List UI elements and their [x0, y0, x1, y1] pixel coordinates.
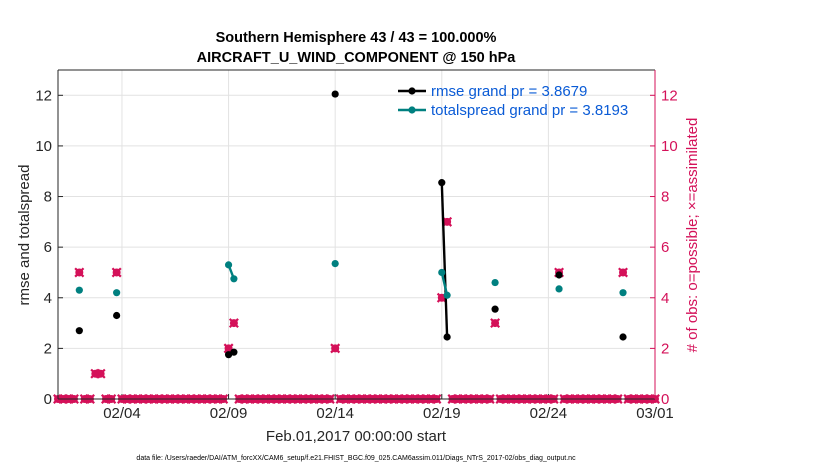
y-left-tick-label: 6	[44, 239, 52, 256]
obs-assimilated-marker	[74, 267, 85, 278]
y-right-tick-label: 12	[661, 87, 678, 104]
totalspread-point	[491, 278, 499, 287]
legend-spread-marker	[408, 106, 416, 114]
totalspread-point	[619, 289, 627, 297]
y-right-tick-label: 8	[661, 189, 669, 206]
rmse-point	[619, 333, 627, 341]
x-tick-label: 02/19	[423, 405, 461, 422]
data-series	[75, 90, 627, 359]
x-tick-label: 02/24	[530, 405, 568, 422]
rmse-point	[75, 327, 83, 335]
legend-spread-label: totalspread grand pr = 3.8193	[431, 102, 628, 119]
y-right-tick-label: 0	[661, 391, 669, 408]
chart-title-line2: AIRCRAFT_U_WIND_COMPONENT @ 150 hPa	[197, 50, 517, 66]
totalspread-line	[440, 272, 449, 296]
rmse-point	[113, 311, 121, 320]
x-axis: 02/04 02/09 02/14 02/19 02/24 03/01	[103, 394, 674, 422]
x-tick-label: 02/09	[210, 405, 248, 422]
x-tick-label: 02/14	[316, 405, 354, 422]
totalspread-point	[438, 268, 446, 277]
y-left-tick-label: 10	[35, 138, 52, 155]
totalspread-point	[230, 275, 238, 283]
obs-assimilated-marker	[330, 343, 341, 354]
y-left-tick-label: 0	[44, 391, 52, 408]
y-right-tick-label: 6	[661, 239, 669, 256]
legend-rmse-label: rmse grand pr = 3.8679	[431, 83, 587, 100]
y-right-tick-label: 2	[661, 340, 669, 357]
totalspread-point	[555, 285, 563, 293]
x-axis-label: Feb.01,2017 00:00:00 start	[266, 428, 447, 445]
totalspread-point	[443, 291, 451, 299]
rmse-line	[440, 182, 449, 338]
totalspread-point	[113, 289, 121, 297]
y-axis-right-label: # of obs: o=possible; ×=assimilated	[684, 118, 701, 353]
y-axis-left: 0 2 4 6 8 10 12	[35, 87, 63, 408]
chart-title-line1: Southern Hemisphere 43 / 43 = 100.000%	[216, 30, 497, 46]
rmse-point	[331, 90, 339, 98]
y-left-tick-label: 2	[44, 340, 52, 357]
rmse-point	[555, 271, 563, 279]
y-right-tick-label: 10	[661, 138, 678, 155]
x-tick-label: 03/01	[636, 405, 674, 422]
rmse-point	[438, 179, 446, 187]
rmse-point	[230, 348, 238, 356]
rmse-point	[224, 351, 233, 359]
rmse-point	[491, 305, 499, 313]
obs-assimilated-marker	[95, 368, 106, 379]
obs-assimilated-marker	[228, 318, 239, 329]
x-tick-label: 02/04	[103, 405, 141, 422]
totalspread-point	[331, 260, 339, 268]
y-axis-left-label: rmse and totalspread	[16, 165, 33, 306]
totalspread-point	[224, 261, 233, 269]
legend: rmse grand pr = 3.8679 totalspread grand…	[398, 83, 628, 119]
obs-assimilated-marker	[111, 267, 122, 278]
data-file-footer: data file: /Users/raeder/DAI/ATM_forcXX/…	[136, 455, 576, 462]
obs-assimilated-marker	[490, 318, 501, 329]
obs-assimilated-marker	[618, 267, 628, 278]
y-left-tick-label: 12	[35, 87, 52, 104]
y-left-tick-label: 8	[44, 189, 52, 206]
rmse-point	[443, 333, 451, 341]
y-right-tick-label: 4	[661, 290, 669, 307]
y-left-tick-label: 4	[44, 290, 52, 307]
plot-area	[58, 70, 655, 399]
legend-rmse-marker	[408, 87, 416, 95]
y-axis-right: 0 2 4 6 8 10 12	[650, 87, 678, 408]
totalspread-point	[75, 286, 83, 294]
